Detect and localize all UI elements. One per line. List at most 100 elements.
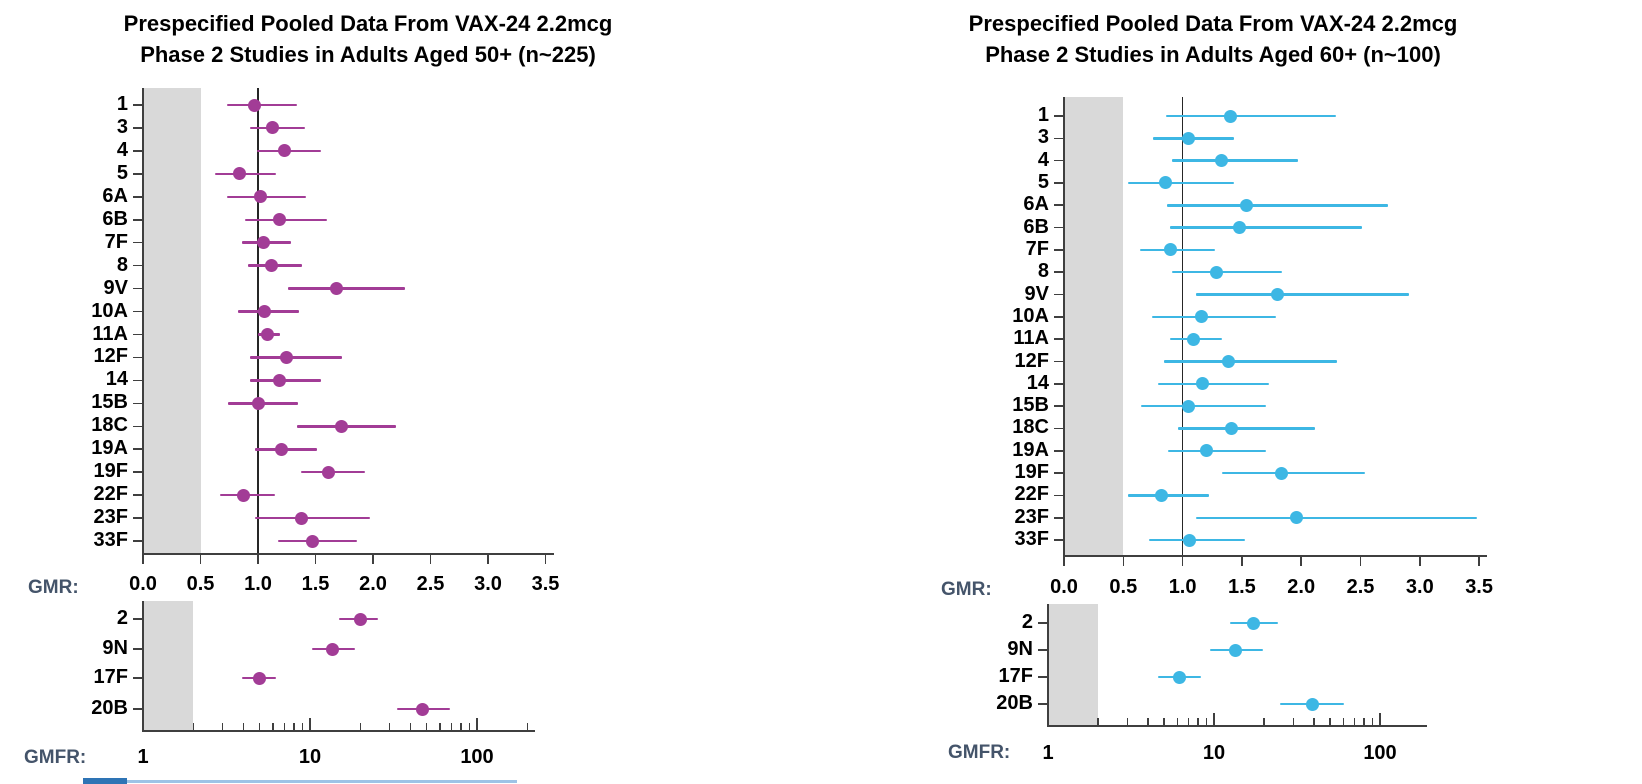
row-label: 23F bbox=[1014, 505, 1049, 528]
row-label: 11A bbox=[1013, 327, 1049, 350]
row-label: 9V bbox=[103, 276, 128, 299]
y-axis-spine bbox=[1063, 97, 1065, 555]
log-minor-tick bbox=[1363, 718, 1365, 725]
axis-tick-label: 0.5 bbox=[186, 573, 215, 595]
row-label: 23F bbox=[93, 506, 128, 529]
y-axis-spine bbox=[142, 601, 144, 730]
axis-tick-label: 2.5 bbox=[1346, 576, 1375, 598]
data-point-marker bbox=[321, 465, 335, 479]
row-label: 3 bbox=[116, 115, 128, 138]
data-point-marker bbox=[1240, 198, 1254, 212]
row-tick bbox=[133, 264, 143, 267]
row-tick bbox=[1054, 360, 1064, 363]
data-point-marker bbox=[257, 236, 271, 250]
row-label: 7F bbox=[1025, 237, 1049, 260]
data-point-marker bbox=[295, 511, 309, 525]
log-minor-tick bbox=[283, 723, 285, 730]
ci-bar bbox=[245, 218, 327, 221]
log-minor-tick bbox=[242, 723, 245, 730]
chart-title-left: Prespecified Pooled Data From VAX-24 2.2… bbox=[46, 8, 690, 70]
log-minor-tick bbox=[1176, 718, 1178, 725]
row-tick bbox=[133, 310, 143, 313]
chart-title-right-line1: Prespecified Pooled Data From VAX-24 2.2… bbox=[968, 11, 1458, 36]
ci-bar bbox=[1157, 382, 1270, 386]
row-label: 33F bbox=[1014, 528, 1049, 551]
axis-tick-label: 1.0 bbox=[1168, 576, 1197, 598]
axis-tick bbox=[429, 553, 432, 564]
data-point-marker bbox=[266, 121, 280, 135]
data-point-marker bbox=[260, 328, 274, 341]
data-point-marker bbox=[353, 612, 367, 626]
row-label: 22F bbox=[1014, 483, 1049, 506]
ci-bar bbox=[1171, 159, 1298, 162]
row-tick bbox=[133, 471, 143, 473]
log-minor-tick bbox=[293, 723, 295, 730]
axis-tick bbox=[142, 553, 144, 564]
axis-tick bbox=[1181, 555, 1184, 566]
row-tick bbox=[133, 648, 143, 650]
log-minor-tick bbox=[1205, 718, 1208, 725]
axis-tick-label: 0.5 bbox=[1109, 576, 1138, 598]
row-tick bbox=[133, 540, 143, 542]
ci-bar bbox=[1177, 427, 1316, 430]
gmr-axis-caption-left: GMR: bbox=[28, 577, 79, 598]
row-tick bbox=[1054, 405, 1064, 407]
row-label: 33F bbox=[93, 529, 128, 552]
row-label: 10A bbox=[91, 299, 128, 322]
log-minor-tick bbox=[450, 723, 452, 730]
row-tick bbox=[1054, 293, 1064, 296]
row-tick bbox=[133, 677, 143, 679]
ci-bar bbox=[1149, 538, 1246, 542]
row-tick bbox=[1054, 115, 1064, 117]
data-point-marker bbox=[273, 213, 287, 227]
data-point-marker bbox=[1154, 488, 1168, 502]
data-point-marker bbox=[335, 419, 349, 433]
data-point-marker bbox=[280, 350, 294, 364]
log-minor-tick bbox=[1163, 718, 1165, 725]
row-label: 14 bbox=[1026, 371, 1049, 394]
gmr-axis-caption-right: GMR: bbox=[941, 579, 992, 600]
row-tick bbox=[1054, 204, 1064, 207]
row-label: 19A bbox=[91, 437, 128, 460]
shaded-region bbox=[1064, 97, 1124, 555]
row-label: 6A bbox=[102, 184, 128, 207]
ci-bar bbox=[1171, 270, 1283, 274]
data-point-marker bbox=[1270, 288, 1284, 302]
log-minor-tick bbox=[1342, 718, 1344, 725]
cutoff-footer-bar-light bbox=[127, 780, 517, 783]
row-tick bbox=[133, 287, 143, 290]
log-minor-tick bbox=[192, 723, 194, 730]
ci-bar bbox=[1221, 471, 1366, 475]
row-tick bbox=[1054, 226, 1064, 229]
axis-tick-label: 1 bbox=[1042, 742, 1054, 764]
row-label: 2 bbox=[116, 607, 128, 629]
row-label: 18C bbox=[91, 414, 128, 437]
ci-bar bbox=[249, 356, 342, 359]
row-label: 17F bbox=[93, 666, 128, 688]
log-minor-tick bbox=[526, 723, 528, 730]
row-tick bbox=[133, 708, 143, 710]
row-label: 19F bbox=[93, 460, 128, 483]
row-label: 20B bbox=[91, 697, 128, 719]
axis-tick-label: 3.0 bbox=[474, 573, 502, 595]
data-point-marker bbox=[1159, 176, 1173, 190]
log-minor-tick bbox=[1353, 718, 1355, 725]
row-tick bbox=[133, 494, 143, 496]
data-point-marker bbox=[248, 98, 262, 112]
data-point-marker bbox=[258, 305, 272, 319]
ci-bar bbox=[1151, 315, 1277, 319]
ci-bar bbox=[1165, 114, 1336, 118]
row-tick bbox=[133, 517, 143, 519]
axis-tick-label: 1 bbox=[137, 746, 149, 768]
log-minor-tick bbox=[222, 723, 224, 730]
ci-bar bbox=[1168, 449, 1266, 453]
axis-tick-label: 2.0 bbox=[1287, 576, 1316, 598]
row-tick bbox=[1054, 249, 1064, 251]
log-minor-tick bbox=[468, 723, 471, 730]
ci-bar bbox=[1128, 494, 1209, 497]
data-point-marker bbox=[273, 373, 287, 387]
data-point-marker bbox=[1228, 643, 1242, 657]
data-point-marker bbox=[1196, 377, 1210, 391]
row-tick bbox=[1054, 516, 1064, 519]
data-point-marker bbox=[1215, 154, 1229, 168]
